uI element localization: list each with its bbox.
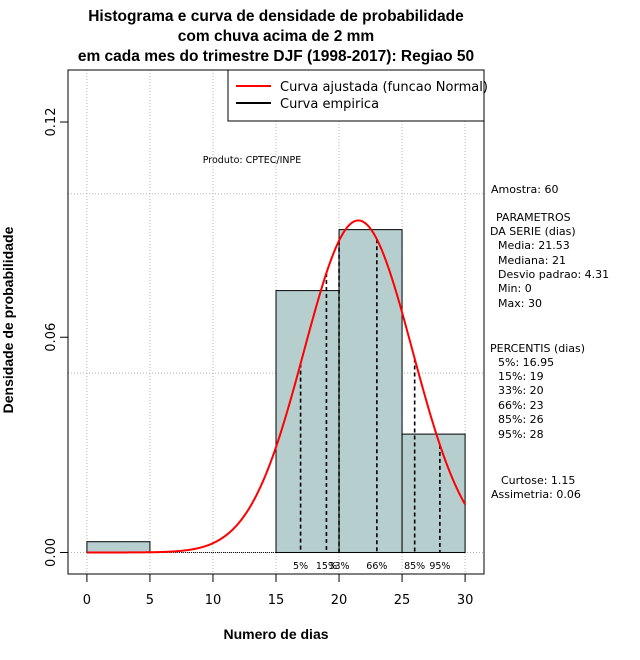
title-line-2: com chuva acima de 2 mm	[178, 28, 374, 45]
param-min: Min: 0	[498, 282, 532, 295]
percentile-label-0: 5%	[293, 561, 308, 572]
y-tick-label-0: 0.00	[44, 538, 59, 567]
histogram-bar-2	[338, 229, 403, 553]
percentile-label-2: 33%	[328, 561, 349, 572]
histogram-bars	[86, 229, 466, 553]
x-tick-label-1: 5	[146, 593, 154, 608]
legend-label-empirical: Curva empirica	[280, 97, 379, 112]
x-tick-label-4: 20	[331, 593, 348, 608]
percentil-85: 85%: 26	[498, 413, 544, 426]
percentile-label-3: 66%	[366, 561, 387, 572]
percentil-5: 5%: 16.95	[498, 356, 554, 369]
percentile-lines: 5% 15%33% 66% 85% 95%	[293, 239, 450, 572]
histogram-bar-0	[86, 541, 151, 553]
title-line-1: Histograma e curva de densidade de proba…	[88, 8, 464, 25]
legend: Curva ajustada (funcao Normal) Curva emp…	[227, 69, 488, 122]
x-tick-label-0: 0	[83, 593, 91, 608]
y-axis-label: Densidade de probabilidade	[0, 226, 16, 413]
product-annotation: Produto: CPTEC/INPE	[203, 155, 302, 166]
y-tick-label-2: 0.12	[44, 108, 59, 137]
param-sd: Desvio padrao: 4.31	[498, 268, 609, 281]
chart-title: Histograma e curva de densidade de proba…	[78, 8, 474, 65]
percentis-title: PERCENTIS (dias)	[490, 342, 585, 355]
legend-box	[227, 69, 485, 122]
x-axis-label: Numero de dias	[223, 626, 328, 642]
percentil-15: 15%: 19	[498, 370, 544, 383]
percentil-66: 66%: 23	[498, 399, 544, 412]
histogram-bar-3	[401, 433, 466, 553]
skewness: Assimetria: 0.06	[491, 488, 581, 501]
x-tick-label-6: 30	[457, 593, 474, 608]
statistics-panel: Amostra: 60 PARAMETROS DA SERIE (dias) M…	[490, 183, 609, 501]
kurtosis: Curtose: 1.15	[501, 474, 575, 487]
y-axis: 0.00 0.06 0.12	[44, 108, 69, 567]
param-mean: Media: 21.53	[498, 239, 570, 252]
params-title-2: DA SERIE (dias)	[490, 225, 576, 238]
params-title-1: PARAMETROS	[496, 211, 571, 224]
sample-size: Amostra: 60	[491, 183, 558, 196]
percentil-95: 95%: 28	[498, 428, 544, 441]
histogram-bar-1	[275, 290, 340, 553]
percentile-label-1: 15%	[316, 561, 337, 572]
percentile-label-5: 95%	[429, 561, 450, 572]
percentile-label-4: 85%	[404, 561, 425, 572]
param-max: Max: 30	[498, 297, 542, 310]
normal-curve	[86, 219, 466, 554]
title-line-3: em cada mes do trimestre DJF (1998-2017)…	[78, 48, 474, 65]
param-median: Mediana: 21	[498, 254, 566, 267]
legend-label-normal: Curva ajustada (funcao Normal)	[280, 80, 488, 95]
x-tick-label-3: 15	[268, 593, 285, 608]
x-tick-label-2: 10	[205, 593, 222, 608]
x-axis: 0 5 10 15 20 25 30	[83, 573, 474, 608]
x-tick-label-5: 25	[394, 593, 411, 608]
percentil-33: 33%: 20	[498, 384, 544, 397]
y-tick-label-1: 0.06	[44, 323, 59, 352]
